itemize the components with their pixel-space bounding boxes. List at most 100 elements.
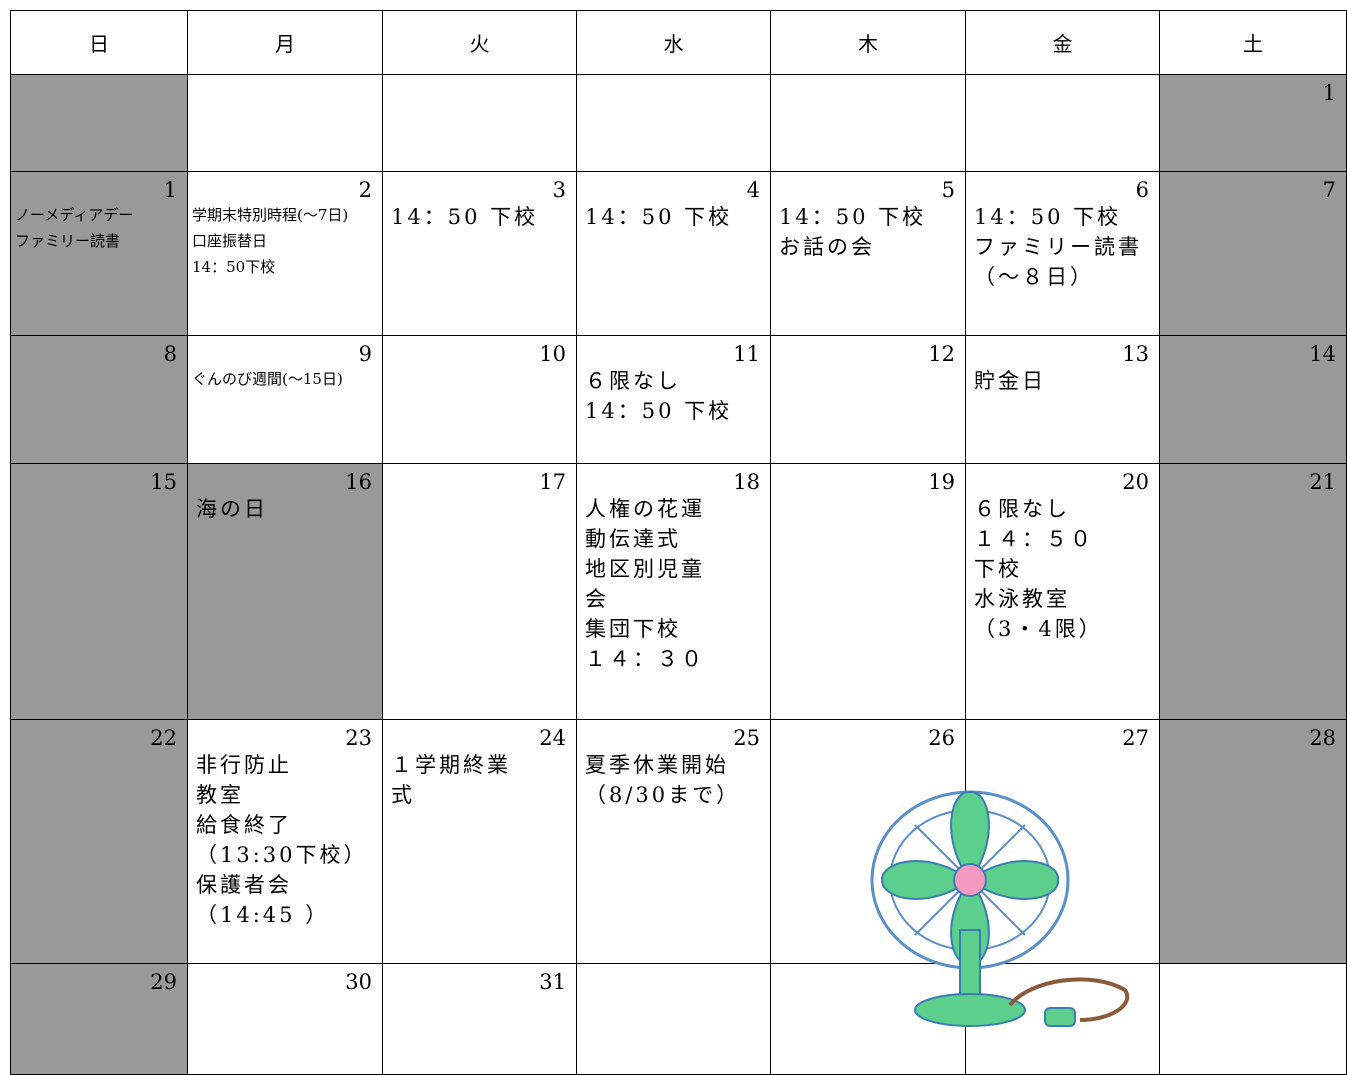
event: 会 [585,587,609,611]
date: 10 [539,342,566,366]
day-cell: 3 14：50 下校 [383,172,577,336]
day-header: 日 [10,10,188,75]
event: 動伝達式 [585,527,681,551]
date: 11 [733,342,760,366]
day-cell [577,75,771,172]
day-cell: 9 ぐんのび週間(〜15日) [188,336,383,464]
event: （〜８日） [974,265,1094,289]
day-cell: 31 [383,964,577,1075]
date: 4 [746,178,760,202]
date: 17 [539,470,566,494]
event: 非行防止 [196,753,292,777]
event: １４：３０ [585,647,705,671]
day-header: 土 [1160,10,1347,75]
day-cell [188,75,383,172]
event: 14：50 下校 [974,205,1122,229]
event: 貯金日 [974,369,1046,393]
event: 14：50 下校 [585,399,733,423]
date: 29 [150,970,177,994]
date: 24 [539,726,566,750]
day-cell: 10 [383,336,577,464]
event: 水泳教室 [974,587,1070,611]
event: （14:45 ） [196,903,330,927]
day-cell [771,75,966,172]
date: 5 [941,178,955,202]
day-cell: 24 １学期終業式 [383,720,577,964]
day-cell: 8 [10,336,188,464]
day-cell: 30 [188,964,383,1075]
date: 3 [552,178,566,202]
event: 14：50 下校 [391,205,539,229]
date: 1 [163,178,177,202]
event: 口座振替日 [192,232,268,250]
day-header: 火 [383,10,577,75]
event: 14：50下校 [192,258,276,276]
day-cell: 28 [1160,720,1347,964]
day-cell: 11 ６限なし 14：50 下校 [577,336,771,464]
day-cell: 15 [10,464,188,720]
day-cell: 14 [1160,336,1347,464]
day-cell: 12 [771,336,966,464]
event: （3・4限） [974,617,1103,641]
event: 学期末特別時程(〜7日) [192,206,349,224]
event: 地区別児童 [585,557,705,581]
day-header: 月 [188,10,383,75]
date: 20 [1122,470,1149,494]
day-header: 木 [771,10,966,75]
event: 14：50 下校 [585,205,733,229]
day-cell: 16 海の日 [188,464,383,720]
day-cell: 19 [771,464,966,720]
date: 26 [928,726,955,750]
day-cell: 29 [10,964,188,1075]
day-cell [966,75,1160,172]
date: 23 [345,726,372,750]
date: 1 [1322,81,1336,105]
day-cell: 20 ６限なし １４：５０ 下校 水泳教室 （3・4限） [966,464,1160,720]
day-cell: 7 [1160,172,1347,336]
date: 14 [1309,342,1336,366]
day-cell: 4 14：50 下校 [577,172,771,336]
event: １４：５０ [974,527,1094,551]
date: 2 [358,178,372,202]
fan-illustration [870,790,1130,1027]
day-cell: 1 ノーメディアデー ファミリー読書 [10,172,188,336]
event: 集団下校 [585,617,681,641]
event: （8/30まで） [585,783,741,807]
day-cell: 2 学期末特別時程(〜7日) 口座振替日 14：50下校 [188,172,383,336]
event: お話の会 [779,235,875,259]
event: 海の日 [196,497,268,521]
date: 6 [1135,178,1149,202]
date: 12 [928,342,955,366]
day-cell [383,75,577,172]
day-cell: 5 14：50 下校 お話の会 [771,172,966,336]
day-cell: 23 非行防止教室給食終了 （13:30下校） 保護者会 （14:45 ） [188,720,383,964]
day-cell: 25 夏季休業開始 （8/30まで） [577,720,771,964]
day-header: 金 [966,10,1160,75]
event: ６限なし [585,369,681,393]
date: 28 [1309,726,1336,750]
event: 14：50 下校 [779,205,927,229]
event: （13:30下校） [196,843,368,867]
event: ファミリー読書 [15,232,121,250]
event: 給食終了 [196,813,292,837]
day-cell: 6 14：50 下校 ファミリー読書 （〜８日） [966,172,1160,336]
date: 22 [150,726,177,750]
event: 保護者会 [196,873,292,897]
day-cell: 13 貯金日 [966,336,1160,464]
day-cell: 18 人権の花運 動伝達式 地区別児童会集団下校 １４：３０ [577,464,771,720]
event: ぐんのび週間(〜15日) [192,370,343,388]
event: ノーメディアデー [15,206,134,224]
date: 30 [345,970,372,994]
date: 15 [150,470,177,494]
event: 人権の花運 [585,497,705,521]
date: 27 [1122,726,1149,750]
event: ファミリー読書 [974,235,1142,259]
date: 8 [163,342,177,366]
date: 31 [539,970,566,994]
event: 教室 [196,783,244,807]
day-cell: 27 [966,720,1160,964]
event: 夏季休業開始 [585,753,729,777]
event: 下校 [974,557,1022,581]
date: 13 [1122,342,1149,366]
